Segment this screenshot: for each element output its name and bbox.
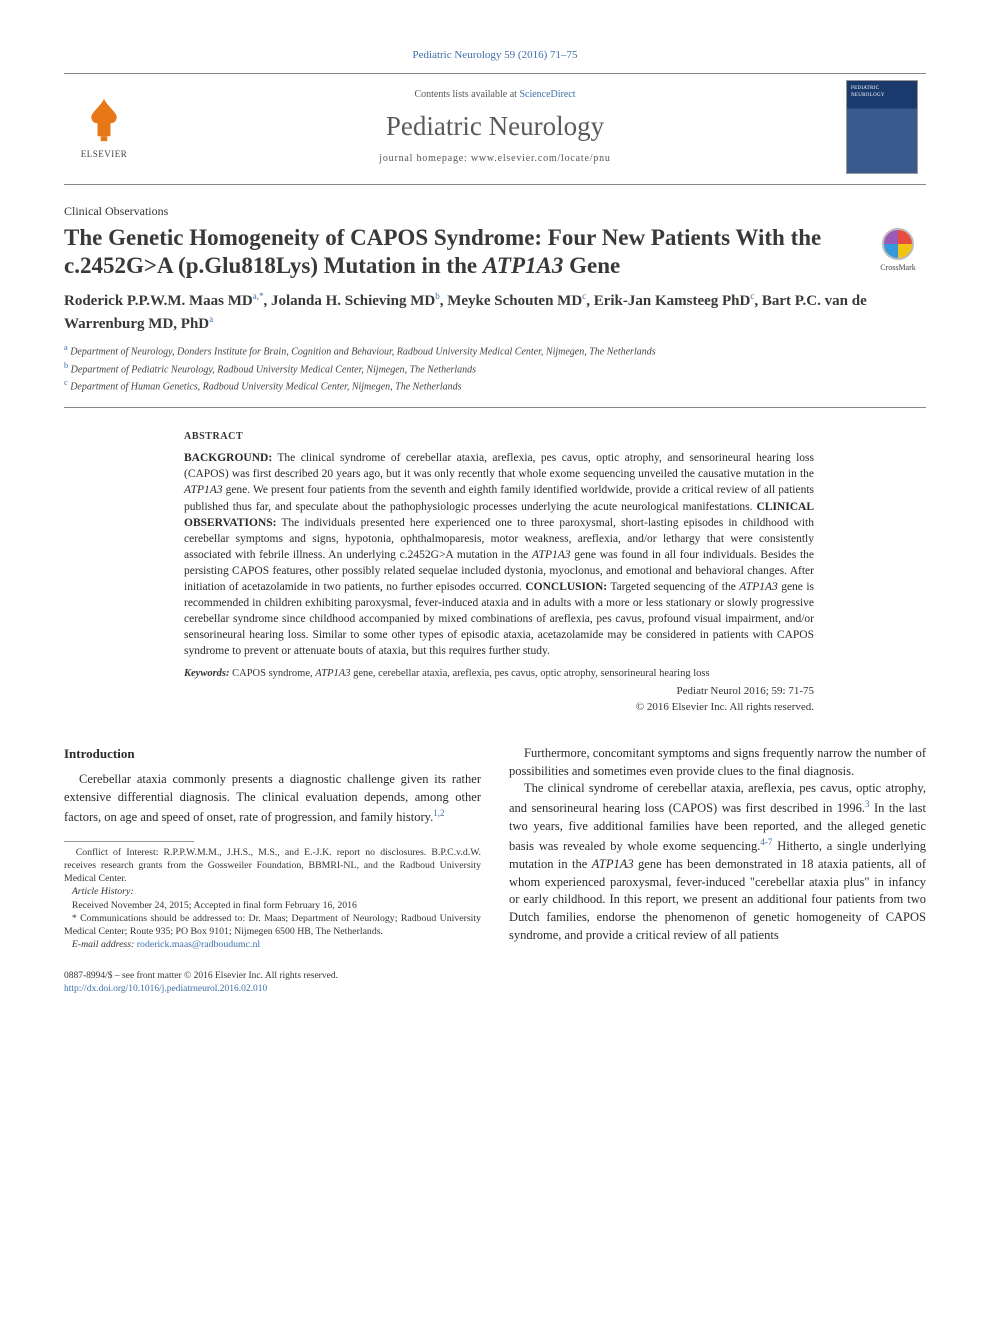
journal-cover-thumbnail [846, 80, 918, 174]
ref-4-7[interactable]: 4-7 [760, 837, 772, 847]
conflict-of-interest: Conflict of Interest: R.P.P.W.M.M., J.H.… [64, 846, 481, 886]
homepage-label: journal homepage: [379, 153, 471, 164]
introduction-heading: Introduction [64, 745, 481, 763]
author-1-affil: a,* [253, 291, 264, 301]
keywords-post: gene, cerebellar ataxia, areflexia, pes … [350, 668, 709, 679]
pub-copyright: © 2016 Elsevier Inc. All rights reserved… [184, 700, 814, 715]
email-label: E-mail address: [72, 939, 135, 950]
body-text: Introduction Cerebellar ataxia commonly … [64, 745, 926, 952]
page-footer: 0887-8994/$ – see front matter © 2016 El… [64, 970, 926, 997]
journal-name: Pediatric Neurology [144, 108, 846, 146]
abstract-bg-text2: gene. We present four patients from the … [184, 484, 814, 512]
intro-para-2: Furthermore, concomitant symptoms and si… [509, 745, 926, 781]
article-title: The Genetic Homogeneity of CAPOS Syndrom… [64, 224, 854, 280]
corresponding-author: * Communications should be addressed to:… [64, 912, 481, 938]
footnotes: Conflict of Interest: R.P.P.W.M.M., J.H.… [64, 846, 481, 952]
contents-prefix: Contents lists available at [414, 89, 519, 100]
divider-rule [64, 407, 926, 408]
abstract-gene-3: ATP1A3 [739, 581, 778, 593]
affiliation-c: Department of Human Genetics, Radboud Un… [70, 382, 461, 393]
intro-para-3: The clinical syndrome of cerebellar atax… [509, 780, 926, 944]
publisher-label: ELSEVIER [81, 148, 128, 161]
crossmark-badge[interactable]: CrossMark [870, 228, 926, 273]
author-2: , Jolanda H. Schieving MD [264, 293, 436, 309]
issn-copyright: 0887-8994/$ – see front matter © 2016 El… [64, 970, 338, 983]
abstract-heading: ABSTRACT [184, 430, 814, 444]
abstract-cn-label: CONCLUSION: [525, 581, 607, 593]
abstract-gene-2: ATP1A3 [532, 549, 571, 561]
header-citation: Pediatric Neurology 59 (2016) 71–75 [64, 48, 926, 63]
publisher-logo-block: ELSEVIER [64, 94, 144, 161]
author-4: , Erik-Jan Kamsteeg PhD [586, 293, 750, 309]
abstract-text: BACKGROUND: The clinical syndrome of cer… [184, 450, 814, 659]
corresponding-email[interactable]: roderick.maas@radboudumc.nl [137, 939, 260, 950]
abstract-gene-1: ATP1A3 [184, 484, 223, 496]
keywords-pre: CAPOS syndrome, [230, 668, 316, 679]
journal-homepage: journal homepage: www.elsevier.com/locat… [144, 152, 846, 166]
pub-citation: Pediatr Neurol 2016; 59: 71-75 [184, 684, 814, 699]
elsevier-tree-icon [78, 94, 130, 146]
publication-info: Pediatr Neurol 2016; 59: 71-75 © 2016 El… [184, 684, 814, 715]
title-text-post: Gene [563, 253, 620, 278]
author-1: Roderick P.P.W.M. Maas MD [64, 293, 253, 309]
abstract-block: ABSTRACT BACKGROUND: The clinical syndro… [184, 430, 814, 715]
sciencedirect-link[interactable]: ScienceDirect [519, 89, 575, 100]
contents-available-line: Contents lists available at ScienceDirec… [144, 88, 846, 102]
masthead: ELSEVIER Contents lists available at Sci… [64, 73, 926, 185]
homepage-url[interactable]: www.elsevier.com/locate/pnu [471, 153, 611, 164]
intro-para-1: Cerebellar ataxia commonly presents a di… [64, 771, 481, 826]
article-section-label: Clinical Observations [64, 203, 926, 220]
keywords-line: Keywords: CAPOS syndrome, ATP1A3 gene, c… [184, 667, 814, 682]
affiliations: a Department of Neurology, Donders Insti… [64, 342, 926, 395]
crossmark-icon [882, 228, 914, 260]
title-text-pre: The Genetic Homogeneity of CAPOS Syndrom… [64, 225, 821, 278]
abstract-bg-text: The clinical syndrome of cerebellar atax… [184, 452, 814, 480]
affiliation-b: Department of Pediatric Neurology, Radbo… [71, 364, 476, 375]
article-history-head: Article History: [64, 885, 481, 898]
article-history: Received November 24, 2015; Accepted in … [64, 899, 481, 912]
affiliation-a: Department of Neurology, Donders Institu… [70, 346, 655, 357]
body-gene: ATP1A3 [592, 857, 634, 871]
abstract-cn-text: Targeted sequencing of the [607, 581, 739, 593]
abstract-bg-label: BACKGROUND: [184, 452, 272, 464]
ref-1-2[interactable]: 1,2 [433, 808, 444, 818]
crossmark-label: CrossMark [880, 262, 916, 273]
author-list: Roderick P.P.W.M. Maas MDa,*, Jolanda H.… [64, 290, 926, 336]
footnote-rule [64, 841, 194, 842]
keywords-gene: ATP1A3 [315, 668, 350, 679]
keywords-label: Keywords: [184, 668, 230, 679]
author-5-affil: a [209, 314, 213, 324]
author-3: , Meyke Schouten MD [440, 293, 583, 309]
title-gene: ATP1A3 [483, 253, 564, 278]
doi-link[interactable]: http://dx.doi.org/10.1016/j.pediatrneuro… [64, 983, 338, 996]
